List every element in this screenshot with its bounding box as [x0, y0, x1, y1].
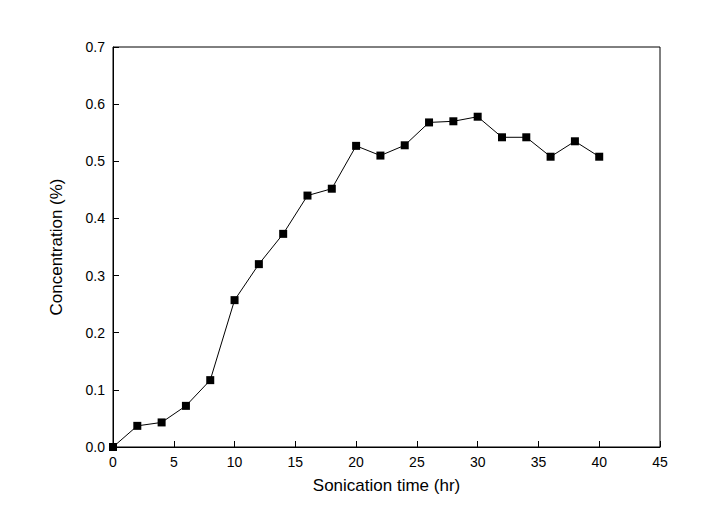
svg-text:0.2: 0.2 [86, 325, 106, 341]
svg-text:10: 10 [227, 454, 243, 470]
svg-text:5: 5 [170, 454, 178, 470]
svg-text:0.0: 0.0 [86, 439, 106, 455]
svg-text:15: 15 [288, 454, 304, 470]
svg-text:0.7: 0.7 [86, 39, 106, 55]
svg-text:Sonication time (hr): Sonication time (hr) [313, 476, 460, 495]
svg-text:0.4: 0.4 [86, 210, 106, 226]
svg-text:30: 30 [470, 454, 486, 470]
svg-text:0: 0 [109, 454, 117, 470]
svg-text:35: 35 [531, 454, 547, 470]
svg-text:20: 20 [348, 454, 364, 470]
svg-text:40: 40 [591, 454, 607, 470]
svg-text:45: 45 [652, 454, 668, 470]
svg-text:0.6: 0.6 [86, 96, 106, 112]
svg-text:25: 25 [409, 454, 425, 470]
svg-text:0.3: 0.3 [86, 268, 106, 284]
svg-text:Concentration (%): Concentration (%) [47, 178, 66, 315]
svg-text:0.5: 0.5 [86, 153, 106, 169]
svg-text:0.1: 0.1 [86, 382, 106, 398]
